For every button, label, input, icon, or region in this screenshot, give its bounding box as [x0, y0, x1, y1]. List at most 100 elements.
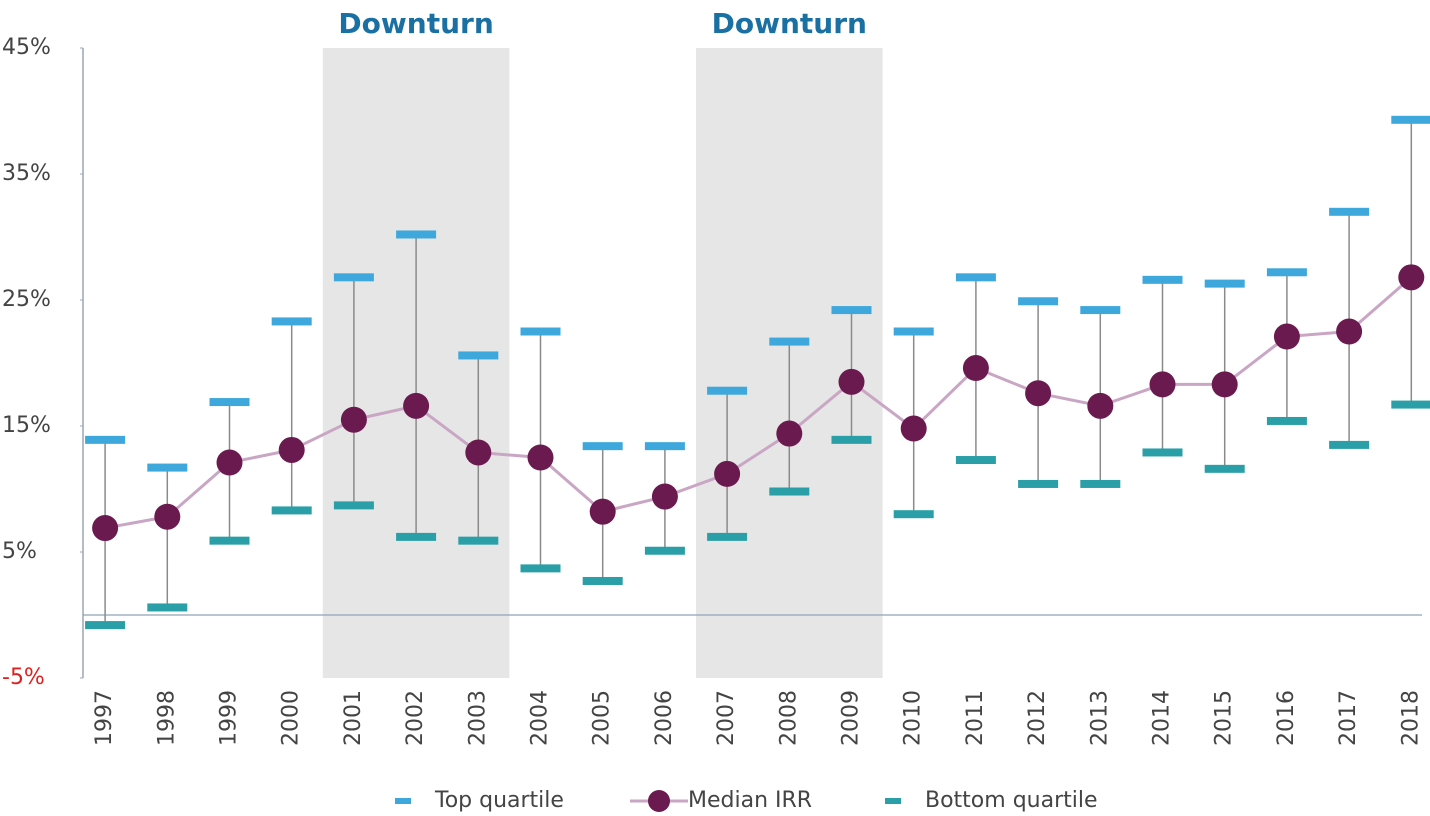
x-tick-label: 2010 [901, 690, 926, 746]
bottom-quartile-marker [1329, 440, 1370, 449]
top-quartile-marker [893, 327, 934, 336]
y-tick-label: -5% [2, 665, 45, 690]
top-quartile-marker [955, 273, 996, 282]
legend-item: Bottom quartile [885, 788, 1098, 813]
top-quartile-marker [458, 351, 499, 360]
legend-swatch [395, 798, 411, 804]
legend-swatch [885, 798, 901, 804]
bottom-quartile-marker [396, 532, 437, 541]
bottom-quartile-marker [147, 603, 188, 612]
x-tick-label: 2014 [1150, 690, 1175, 746]
legend-label: Bottom quartile [925, 788, 1098, 813]
bottom-quartile-marker [582, 576, 623, 585]
bottom-quartile-marker [893, 510, 934, 519]
median-dot [838, 368, 865, 395]
x-tick-label: 2008 [776, 690, 801, 746]
x-tick-label: 2003 [465, 690, 490, 746]
bottom-quartile-marker [707, 532, 748, 541]
median-dot [92, 515, 119, 542]
median-dot [465, 439, 492, 466]
bottom-quartile-marker [271, 506, 312, 515]
y-tick-label: 15% [2, 413, 51, 438]
x-tick-label: 2002 [403, 690, 428, 746]
x-tick-label: 2018 [1398, 690, 1423, 746]
bottom-quartile-marker [1018, 479, 1059, 488]
bottom-quartile-marker [644, 546, 685, 555]
median-dot [714, 460, 741, 487]
median-dot [651, 483, 678, 510]
top-quartile-marker [1142, 275, 1183, 284]
top-quartile-marker [644, 442, 685, 451]
median-dot [216, 449, 243, 476]
y-tick-label: 5% [2, 539, 37, 564]
median-dot [1336, 318, 1363, 345]
top-quartile-marker [396, 230, 437, 239]
x-tick-label: 1999 [217, 690, 242, 746]
top-quartile-marker [1266, 268, 1307, 277]
x-tick-label: 2001 [341, 690, 366, 746]
x-tick-label: 1998 [154, 690, 179, 746]
bottom-quartile-marker [85, 621, 126, 630]
x-tick-label: 2005 [590, 690, 615, 746]
top-quartile-marker [209, 398, 250, 407]
median-dot [278, 436, 305, 463]
x-tick-label: 2006 [652, 690, 677, 746]
bottom-quartile-marker [1391, 400, 1430, 409]
top-quartile-marker [831, 306, 872, 315]
bottom-quartile-marker [458, 536, 499, 545]
median-dot [527, 444, 554, 471]
legend-label: Median IRR [688, 788, 812, 813]
top-quartile-marker [1391, 115, 1430, 124]
x-tick-label: 2000 [279, 690, 304, 746]
bottom-quartile-marker [209, 536, 250, 545]
top-quartile-marker [1329, 207, 1370, 216]
median-dot [776, 420, 803, 447]
bottom-quartile-marker [831, 435, 872, 444]
x-tick-label: 2007 [714, 690, 739, 746]
x-tick-label: 2016 [1274, 690, 1299, 746]
median-dot [1211, 371, 1238, 398]
x-tick-label: 2009 [839, 690, 864, 746]
top-quartile-marker [333, 273, 374, 282]
legend-swatch-dot [648, 790, 670, 812]
top-quartile-marker [582, 442, 623, 451]
bottom-quartile-marker [955, 456, 996, 465]
top-quartile-marker [85, 435, 126, 444]
top-quartile-marker [707, 386, 748, 395]
legend-label: Top quartile [434, 788, 564, 813]
median-dot [1273, 323, 1300, 350]
top-quartile-marker [769, 337, 810, 346]
legend-item: Top quartile [395, 788, 564, 813]
top-quartile-marker [1080, 306, 1121, 315]
x-tick-label: 1997 [92, 690, 117, 746]
x-tick-label: 2012 [1025, 690, 1050, 746]
x-tick-label: 2004 [528, 690, 553, 746]
median-line [104, 276, 1413, 530]
median-dot [340, 406, 367, 433]
bottom-quartile-marker [1204, 464, 1245, 473]
bottom-quartile-marker [1266, 416, 1307, 425]
median-dot [962, 355, 989, 382]
bottom-quartile-marker [1142, 448, 1183, 457]
top-quartile-marker [520, 327, 561, 336]
x-tick-label: 2015 [1212, 690, 1237, 746]
median-dot [1398, 264, 1425, 291]
bottom-quartile-marker [1080, 479, 1121, 488]
x-tick-label: 2017 [1336, 690, 1361, 746]
y-tick-label: 25% [2, 287, 51, 312]
median-dot [154, 503, 181, 530]
top-quartile-marker [271, 317, 312, 326]
legend-item: Median IRR [630, 788, 812, 813]
median-dot [1025, 380, 1052, 407]
median-dot [589, 498, 616, 525]
top-quartile-marker [147, 463, 188, 472]
top-quartile-marker [1204, 279, 1245, 288]
top-quartile-marker [1018, 297, 1059, 306]
bottom-quartile-marker [520, 564, 561, 573]
y-tick-label: 45% [2, 35, 51, 60]
median-dot [403, 392, 430, 419]
bottom-quartile-marker [333, 501, 374, 510]
median-dot [1087, 392, 1114, 419]
median-dot [900, 415, 927, 442]
